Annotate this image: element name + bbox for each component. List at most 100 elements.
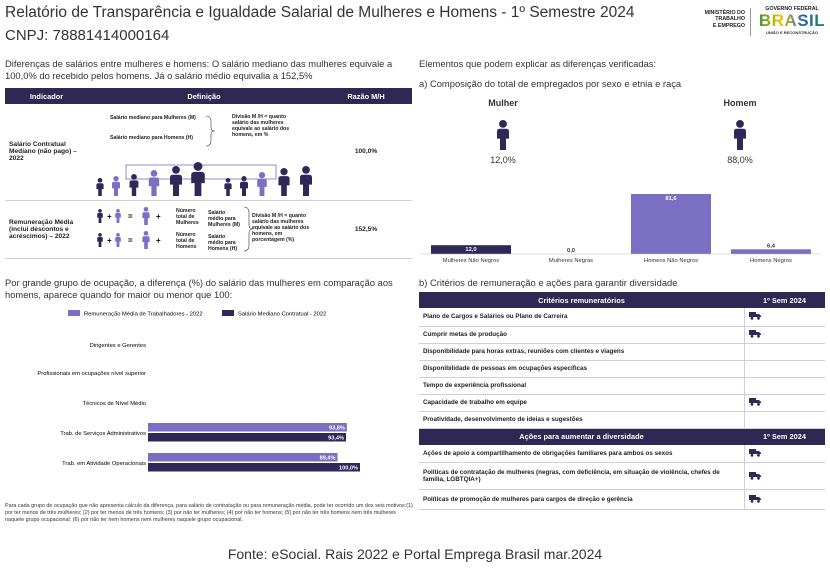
legend-label: Salário Mediano Contratual - 2022: [238, 312, 326, 318]
intro-text: Diferenças de salários entre mulheres e …: [5, 58, 393, 81]
composition-title: a) Composição do total de empregados por…: [419, 78, 682, 89]
icon-wheel: [756, 453, 760, 457]
source-note: Fonte: eSocial. Rais 2022 e Portal Empre…: [227, 546, 603, 562]
tbody: Indicador Definição Razão M/H Salário Co…: [5, 88, 412, 259]
check-icon: [748, 495, 761, 503]
icon-wheel: [756, 402, 760, 406]
icon-shape: [748, 330, 761, 335]
person-body: [97, 236, 103, 247]
table-row: Capacidade de trabalho em equipe: [419, 394, 825, 412]
icon-wheel: [750, 334, 753, 338]
column-header: Definição: [88, 88, 320, 104]
icon-shape: [748, 495, 761, 500]
icon-shape: [748, 471, 761, 477]
row-text: Tempo de experiência profissional: [419, 377, 744, 395]
table-row: Remuneração Média (inclui descontos e ac…: [5, 200, 412, 259]
row-text: Capacidade de trabalho em equipe: [419, 394, 744, 412]
column-header: Critérios remuneratórios: [419, 292, 744, 308]
definition-text: Divisão M /H = quanto salário das mulher…: [252, 212, 310, 243]
person-head: [116, 208, 120, 213]
check-icon: [748, 448, 761, 457]
value-label: 89,4%: [320, 455, 336, 461]
legend-swatch: [222, 310, 234, 316]
row-text: Disponibilidade de pessoas em ocupações …: [419, 360, 744, 378]
icon-wheel: [750, 476, 753, 480]
person-body: [129, 180, 139, 196]
definition-figure: + = + + = +: [97, 206, 254, 251]
bar: [148, 433, 347, 442]
person-head: [193, 162, 203, 171]
value-label: 100,0%: [339, 465, 358, 471]
category-label: Profissionais em ocupações nível superio…: [37, 371, 146, 377]
definition-cell: Salário mediano para Mulheres (M) Salári…: [88, 104, 320, 201]
cnpj: CNPJ: 78881414000164: [5, 27, 170, 44]
column-header: Indicador: [5, 88, 88, 104]
person-body: [734, 128, 746, 150]
ratio-cell: 100,0%: [320, 104, 412, 201]
person-head: [241, 176, 247, 182]
person-head: [97, 178, 103, 183]
person-head: [225, 178, 231, 183]
ministry-line: TRABALHO: [715, 16, 745, 23]
table-row: Proatividade, desenvolvimento de ideias …: [419, 411, 825, 429]
column-header: Razão M/H: [320, 88, 412, 104]
brace: [243, 206, 254, 251]
operator: +: [107, 212, 112, 221]
person-icon: [257, 172, 267, 196]
category-label: Trab. de Serviços Administrativos: [60, 431, 146, 437]
gender-share: 12,0%: [490, 155, 516, 165]
row-check: [743, 444, 825, 463]
icon-shape: [748, 398, 761, 403]
person-body: [257, 178, 267, 196]
person-icon: [497, 120, 509, 150]
person-body: [115, 236, 121, 247]
brace: [205, 115, 216, 147]
category-label: Dirigentes e Gerentes: [90, 343, 146, 349]
indicator-table: Indicador Definição Razão M/H Salário Co…: [5, 88, 412, 259]
table-row: Salário Contratual Mediano (não pago) – …: [5, 104, 412, 201]
person-body: [142, 211, 150, 225]
definition-text: Salário médio para Mulheres (M): [208, 209, 240, 228]
table-row: Tempo de experiência profissional: [419, 377, 825, 395]
row-check: [743, 360, 825, 378]
check-icon: [748, 471, 761, 480]
row-text: Plano de Cargos e Salários ou Plano de C…: [419, 308, 744, 327]
occupation-text: Por grande grupo de ocupação, a diferenç…: [5, 277, 393, 300]
icon-wheel: [750, 453, 753, 457]
bar: [631, 194, 711, 254]
icon-wheel: [750, 317, 753, 320]
row-check: [743, 343, 825, 361]
person-icon: [224, 178, 232, 196]
explain-title: Elementos que podem explicar as diferenç…: [419, 58, 657, 69]
person-body: [148, 177, 160, 196]
column-header: 1º Sem 2024: [744, 428, 825, 445]
icon-wheel: [756, 499, 760, 503]
person-icon: [170, 166, 182, 196]
gender-label: Mulher: [488, 98, 518, 108]
category-label: Homens Negros: [750, 258, 792, 264]
check-icon: [748, 330, 761, 338]
person-head: [258, 172, 266, 179]
table-row: Políticas de contratação de mulheres (ne…: [419, 462, 825, 490]
table-row: Plano de Cargos e Salários ou Plano de C…: [419, 308, 825, 327]
category-label: Mulheres Não Negros: [443, 258, 499, 264]
category-label: Homens Não Negros: [644, 258, 698, 264]
row-check: [743, 308, 825, 327]
person-icon: [142, 230, 150, 249]
person-body: [170, 174, 182, 196]
table-row: Disponibilidade de pessoas em ocupações …: [419, 360, 825, 378]
row-check: [743, 394, 825, 412]
table-header: Ações para aumentar a diversidade 1º Sem …: [419, 428, 825, 445]
footnote: Para cada grupo de ocupação que não apre…: [5, 503, 413, 523]
person-body: [191, 171, 205, 196]
person-head: [113, 176, 119, 182]
person-icon: [96, 178, 104, 196]
person-body: [142, 235, 150, 249]
icon-wheel: [750, 499, 753, 503]
person-body: [96, 183, 104, 196]
category-label: Trab. em Atividade Operacionais: [62, 461, 146, 467]
ministry-line: E EMPREGO: [712, 22, 745, 29]
person-icon: [115, 232, 121, 247]
